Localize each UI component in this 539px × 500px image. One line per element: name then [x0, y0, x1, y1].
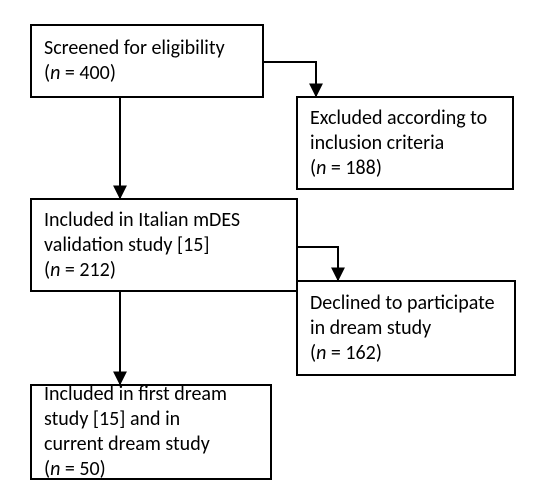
node-included-dream-line1: Included in first dream [44, 382, 258, 407]
node-declined-n: (n = 162) [310, 341, 502, 366]
node-excluded-line1: Excluded according to [310, 106, 500, 131]
node-included-dream-n: (n = 50) [44, 457, 258, 482]
node-included-dream: Included in first dream study [15] and i… [30, 384, 272, 480]
node-declined-line1: Declined to participate [310, 291, 502, 316]
flowchart-canvas: Screened for eligibility (n = 400) Exclu… [0, 0, 539, 500]
node-declined-line2: in dream study [310, 316, 502, 341]
node-included-validation-n: (n = 212) [44, 258, 284, 283]
node-included-dream-line2: study [15] and in [44, 407, 258, 432]
edge-screened-to-excluded [264, 62, 316, 96]
node-included-dream-line3: current dream study [44, 432, 258, 457]
node-excluded-n: (n = 188) [310, 156, 500, 181]
node-included-validation-line2: validation study [15] [44, 233, 284, 258]
node-included-validation-line1: Included in Italian mDES [44, 208, 284, 233]
node-declined: Declined to participate in dream study (… [296, 280, 516, 376]
node-screened: Screened for eligibility (n = 400) [30, 24, 264, 98]
node-excluded: Excluded according to inclusion criteria… [296, 96, 514, 190]
edge-validation-to-declined [298, 247, 338, 280]
node-included-validation: Included in Italian mDES validation stud… [30, 198, 298, 292]
node-screened-line1: Screened for eligibility [44, 36, 250, 61]
node-excluded-line2: inclusion criteria [310, 131, 500, 156]
node-screened-n: (n = 400) [44, 61, 250, 86]
